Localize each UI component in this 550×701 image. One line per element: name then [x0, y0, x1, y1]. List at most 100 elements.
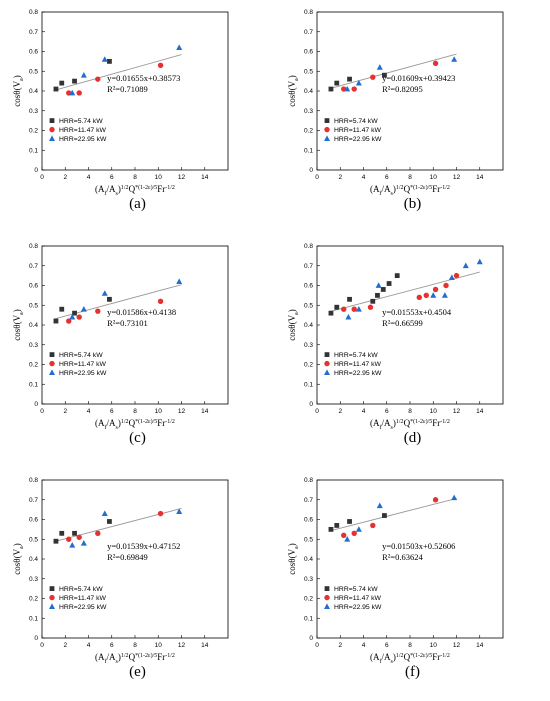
data-point	[355, 306, 362, 312]
data-point	[80, 306, 87, 312]
y-tick-label: 0.7	[304, 497, 313, 504]
data-point	[370, 74, 376, 80]
data-point	[370, 522, 376, 529]
y-tick-label: 0.2	[304, 362, 313, 369]
x-tick-label: 14	[201, 408, 209, 415]
legend-label: HRR=11.47 kW	[334, 361, 381, 368]
legend-marker	[49, 126, 55, 133]
y-tick-label: 0	[309, 635, 313, 642]
data-point	[347, 519, 352, 524]
data-point	[382, 513, 387, 518]
legend-marker	[49, 586, 55, 591]
y-tick-label: 0.7	[29, 29, 38, 36]
data-point	[355, 526, 362, 532]
legend-label: HRR=5.74 kW	[334, 118, 378, 125]
panel-caption: (b)	[403, 196, 422, 212]
x-tick-label: 14	[476, 408, 484, 415]
chart-panel-b: 0 0.1 0.2 0.3 0.4 0.5 0.6 0.7 0.8 0 2 4 6 8 10 12 14 cosθ…	[275, 0, 550, 233]
data-point	[72, 310, 77, 316]
x-tick-label: 2	[338, 408, 342, 415]
data-point	[441, 292, 448, 298]
panel-caption: (f)	[405, 664, 420, 680]
y-tick-label: 0.6	[29, 517, 38, 524]
data-point	[66, 318, 72, 324]
fit-r2: R²=0.66599	[382, 318, 423, 328]
data-point	[72, 530, 77, 536]
y-tick-label: 0.5	[29, 68, 38, 75]
y-tick-label: 0.2	[304, 596, 313, 603]
series-1	[328, 273, 400, 316]
x-tick-label: 10	[430, 174, 438, 181]
chart-panel-e: 0 0.1 0.2 0.3 0.4 0.5 0.6 0.7 0.8 0 2 4 6 8 10 12 14 cosθ…	[0, 468, 275, 701]
data-point	[334, 304, 340, 310]
x-tick-label: 4	[362, 408, 366, 415]
series-2	[66, 298, 164, 324]
data-point	[69, 541, 76, 548]
chart-panel-f: 0 0.1 0.2 0.3 0.4 0.5 0.6 0.7 0.8 0 2 4 6 8 10 12 14 cosθ…	[275, 468, 550, 701]
data-point	[76, 534, 82, 540]
fit-line	[328, 498, 457, 532]
y-tick-label: 0.8	[304, 243, 313, 250]
y-tick-label: 0.8	[29, 477, 38, 484]
data-point	[53, 318, 59, 324]
x-tick-label: 8	[408, 642, 412, 649]
y-tick-label: 0.7	[304, 263, 313, 270]
fit-r2: R²=0.73101	[107, 318, 148, 328]
chart-svg: 0 0.1 0.2 0.3 0.4 0.5 0.6 0.7 0.8 0 2 4 6 8 10 12 14 cosθ…	[12, 477, 229, 665]
data-point	[341, 532, 347, 538]
legend-marker	[324, 594, 330, 601]
legend-label: HRR=5.74 kW	[59, 352, 103, 359]
x-tick-label: 10	[430, 642, 438, 649]
x-tick-label: 0	[315, 174, 319, 181]
data-point	[72, 78, 77, 84]
x-tick-label: 2	[63, 174, 67, 181]
legend-marker	[324, 360, 330, 367]
data-point	[432, 286, 439, 293]
x-tick-label: 0	[40, 642, 44, 649]
data-point	[59, 306, 65, 312]
legend-marker	[49, 369, 55, 375]
data-point	[328, 86, 334, 92]
data-point	[416, 294, 422, 301]
legend-label: HRR=22.95 kW	[334, 370, 382, 377]
y-tick-label: 0.4	[29, 556, 38, 563]
fit-r2: R²=0.63624	[382, 552, 423, 562]
legend-label: HRR=11.47 kW	[59, 595, 106, 602]
data-point	[101, 290, 108, 296]
legend-label: HRR=22.95 kW	[59, 604, 107, 611]
legend-label: HRR=22.95 kW	[334, 604, 382, 611]
y-tick-label: 0.2	[304, 128, 313, 135]
y-tick-label: 0.5	[304, 536, 313, 543]
x-tick-label: 12	[453, 174, 461, 181]
legend-label: HRR=5.74 kW	[334, 586, 378, 593]
data-point	[476, 258, 483, 265]
y-axis-label: cosθ(Va)	[287, 543, 300, 574]
data-point	[334, 80, 340, 86]
y-tick-label: 0.4	[304, 88, 313, 95]
chart-panel-c: 0 0.1 0.2 0.3 0.4 0.5 0.6 0.7 0.8 0 2 4 6 8 10 12 14 cosθ…	[0, 234, 275, 467]
data-point	[53, 538, 59, 544]
chart-panel-a: 0 0.1 0.2 0.3 0.4 0.5 0.6 0.7 0.8 0 2 4 6 8 10 12 14 cosθ…	[0, 0, 275, 233]
y-tick-label: 0.2	[29, 362, 38, 369]
data-point	[386, 281, 392, 286]
data-point	[347, 296, 352, 302]
x-tick-label: 6	[110, 642, 114, 649]
panel-caption: (e)	[129, 664, 146, 680]
data-point	[344, 536, 351, 542]
data-point	[59, 530, 65, 536]
legend-marker	[49, 603, 55, 609]
y-tick-label: 0.3	[29, 576, 38, 583]
data-point	[453, 272, 460, 279]
data-point	[341, 306, 347, 312]
y-tick-label: 0.1	[29, 615, 38, 622]
chart-svg: 0 0.1 0.2 0.3 0.4 0.5 0.6 0.7 0.8 0 2 4 6 8 10 12 14 cosθ…	[287, 243, 504, 431]
x-tick-label: 14	[476, 642, 484, 649]
data-point	[69, 313, 76, 320]
fit-r2: R²=0.82095	[382, 84, 423, 94]
legend-label: HRR=11.47 kW	[59, 361, 106, 368]
y-tick-label: 0	[309, 167, 313, 174]
x-tick-label: 14	[201, 642, 209, 649]
fit-equation: y=0.01609x+0.39423	[382, 73, 455, 83]
data-point	[95, 530, 101, 537]
data-point	[66, 536, 72, 542]
